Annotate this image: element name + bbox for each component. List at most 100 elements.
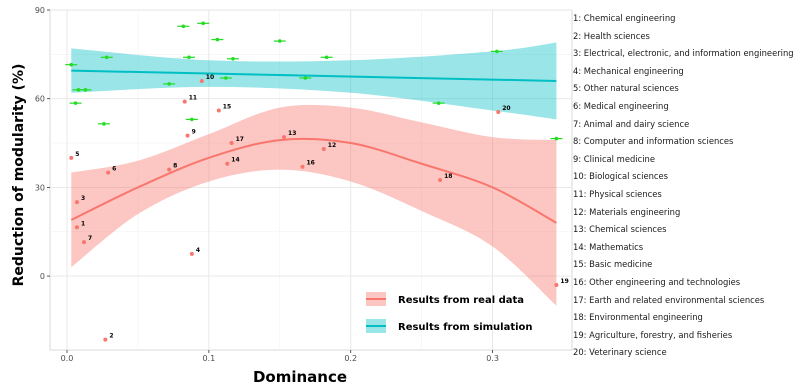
- sim-point: [201, 21, 205, 26]
- real-point-label: 14: [231, 157, 239, 164]
- real-point: [189, 251, 194, 256]
- fit-lines: [70, 69, 557, 224]
- sim-fit-line: [71, 69, 557, 82]
- field-list-item: 19: Agriculture, forestry, and fisheries: [573, 329, 733, 340]
- sim-point: [83, 88, 88, 92]
- field-list-item: 14: Mathematics: [573, 241, 644, 252]
- field-list-item: 12: Materials engineering: [573, 206, 681, 217]
- sim-point: [224, 76, 228, 80]
- y-axis-title: Reduction of modularity (%): [11, 64, 27, 287]
- real-point: [82, 240, 87, 245]
- field-list-item: 13: Chemical sciences: [573, 224, 667, 235]
- real-point-label: 9: [192, 129, 196, 136]
- field-list-item: 5: Other natural sciences: [573, 83, 679, 94]
- field-list-item: 15: Basic medicine: [573, 259, 653, 270]
- real-point-label: 10: [206, 74, 214, 81]
- field-list-item: 2: Health sciences: [573, 30, 650, 41]
- real-point-label: 7: [88, 235, 92, 242]
- sim-point: [215, 37, 220, 42]
- real-point-label: 4: [196, 247, 200, 254]
- real-point-label: 17: [236, 136, 244, 143]
- sim-point: [181, 24, 186, 29]
- real-point: [282, 135, 287, 140]
- field-list-item: 7: Animal and dairy science: [573, 118, 690, 129]
- real-point: [216, 108, 221, 113]
- real-point: [199, 78, 204, 83]
- sim-point: [69, 62, 74, 67]
- field-list-item: 18: Environmental engineering: [573, 312, 703, 323]
- plot-panel: [49, 9, 573, 351]
- real-point: [74, 225, 79, 230]
- real-point: [300, 164, 305, 169]
- real-point: [496, 110, 501, 114]
- x-tick-label: 0.3: [486, 354, 499, 363]
- real-point-label: 20: [502, 105, 510, 112]
- field-list-item: 1: Chemical engineering: [573, 13, 676, 23]
- sim-point: [73, 101, 78, 105]
- real-point: [229, 141, 234, 146]
- real-point-label: 15: [223, 104, 231, 111]
- y-tick-label: 90: [35, 6, 45, 15]
- field-list-item: 16: Other engineering and technologies: [573, 276, 741, 287]
- field-list-item: 17: Earth and related environmental scie…: [573, 294, 765, 305]
- real-point: [438, 178, 443, 182]
- sim-point: [436, 101, 441, 105]
- sim-point: [231, 56, 235, 61]
- field-list-item: 11: Physical sciences: [573, 188, 662, 199]
- real-point-label: 16: [306, 160, 314, 167]
- real-point-label: 1: [81, 220, 85, 227]
- real-point-label: 13: [288, 130, 296, 137]
- sim-point: [190, 117, 194, 122]
- sim-point: [324, 55, 329, 60]
- real-point-label: 19: [560, 278, 568, 285]
- real-fit-line: [70, 137, 557, 224]
- real-point-label: 18: [444, 173, 452, 180]
- field-list-item: 4: Mechanical engineering: [573, 65, 684, 76]
- real-point-label: 3: [81, 195, 85, 202]
- real-point-label: 5: [75, 151, 79, 158]
- sim-point: [76, 88, 81, 92]
- real-point-label: 11: [189, 95, 197, 102]
- legend: Results from real data Results from simu…: [366, 292, 533, 333]
- real-point-label: 2: [109, 333, 113, 340]
- field-list-item: 3: Electrical, electronic, and informati…: [573, 48, 794, 59]
- y-tick-label: 60: [35, 95, 45, 104]
- legend-label-real: Results from real data: [398, 295, 524, 306]
- real-point: [74, 200, 79, 205]
- sim-ci-band: [71, 42, 557, 120]
- real-point-label: 8: [173, 163, 177, 170]
- real-point: [185, 133, 190, 138]
- field-list-item: 10: Biological sciences: [573, 171, 669, 182]
- sim-point: [187, 55, 191, 60]
- confidence-bands: [71, 42, 557, 306]
- y-tick-label: 30: [35, 183, 45, 192]
- sim-point: [554, 136, 559, 141]
- x-tick-label: 0.1: [203, 354, 216, 363]
- sim-point: [104, 55, 109, 60]
- field-list-item: 6: Medical engineering: [573, 100, 669, 111]
- x-tick-label: 0.0: [61, 354, 74, 363]
- real-point: [106, 170, 111, 175]
- real-point-label: 12: [328, 142, 336, 149]
- field-list-item: 8: Computer and information sciences: [573, 136, 734, 147]
- real-point: [69, 155, 74, 160]
- sim-point: [167, 82, 171, 86]
- y-tick-label: 0: [40, 272, 45, 281]
- legend-label-sim: Results from simulation: [398, 322, 533, 333]
- real-ci-band: [71, 104, 557, 306]
- real-point: [167, 167, 172, 172]
- plot-grid: [49, 9, 573, 351]
- sim-point: [495, 49, 499, 54]
- sim-point: [303, 76, 308, 80]
- real-point: [182, 99, 187, 104]
- real-point: [321, 146, 326, 151]
- x-axis-title: Dominance: [253, 368, 347, 385]
- axis-ticks: 0.0 0.1 0.2 0.3 0 30 60 90: [35, 6, 499, 363]
- field-legend-list: 1: Chemical engineering 2: Health science…: [573, 10, 797, 362]
- x-tick-label: 0.2: [344, 354, 357, 363]
- real-point: [225, 161, 230, 166]
- field-list-item: 20: Veterinary science: [573, 347, 667, 358]
- field-list-item: 9: Clinical medicine: [573, 153, 656, 164]
